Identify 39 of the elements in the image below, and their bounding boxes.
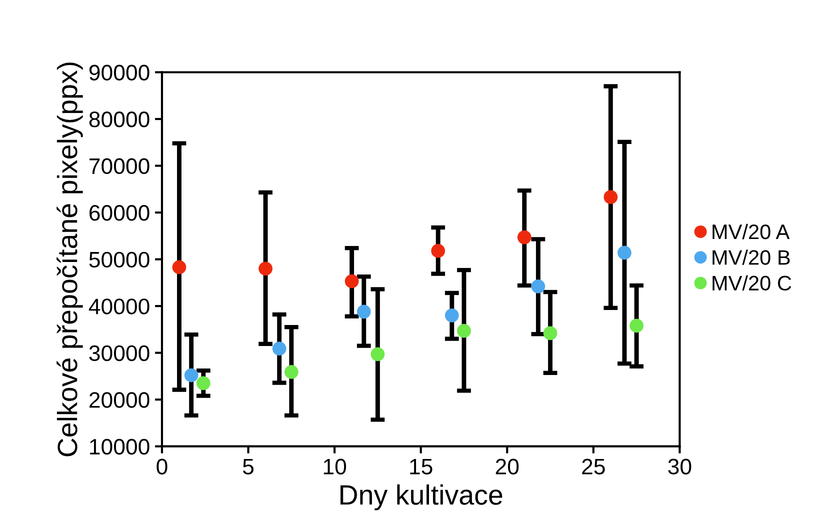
point [517,230,532,244]
x-tick-label: 10 [324,458,346,474]
y-tick-label: 40000 [88,298,150,314]
legend-label: MV/20 A [712,224,790,240]
point [284,365,298,379]
x-tick-label: 25 [582,458,605,474]
y-tick-label: 10000 [90,438,150,455]
point [272,342,286,356]
legend-label: MV/20 C [712,275,792,291]
y-tick-label: 60000 [90,205,150,221]
point [370,347,385,362]
point [184,368,198,382]
point [604,190,618,204]
point [457,324,471,338]
point [356,304,371,319]
x-tick-label: 0 [156,458,168,474]
y-axis-title: Celkové přepočítané pixely(ppx) [56,62,83,456]
y-tick-label: 50000 [89,252,150,268]
legend-label: MV/20 B [712,250,790,265]
y-tick-label: 20000 [90,392,150,408]
x-axis-title: Dny kultivace [340,484,502,510]
point [531,279,546,294]
point [431,244,446,258]
y-tick-label: 90000 [89,64,150,81]
x-tick-label: 20 [496,458,519,474]
point [543,326,558,340]
x-tick-label: 30 [668,458,692,474]
point [618,246,632,260]
point [444,308,459,322]
x-tick-label: 5 [242,458,254,474]
point [630,318,644,333]
point [196,376,210,390]
point [344,274,359,288]
y-tick-label: 30000 [89,345,150,362]
y-tick-label: 70000 [90,158,150,174]
x-tick-label: 15 [410,458,432,474]
y-tick-label: 80000 [89,112,150,128]
point [258,262,272,276]
point [172,260,186,274]
